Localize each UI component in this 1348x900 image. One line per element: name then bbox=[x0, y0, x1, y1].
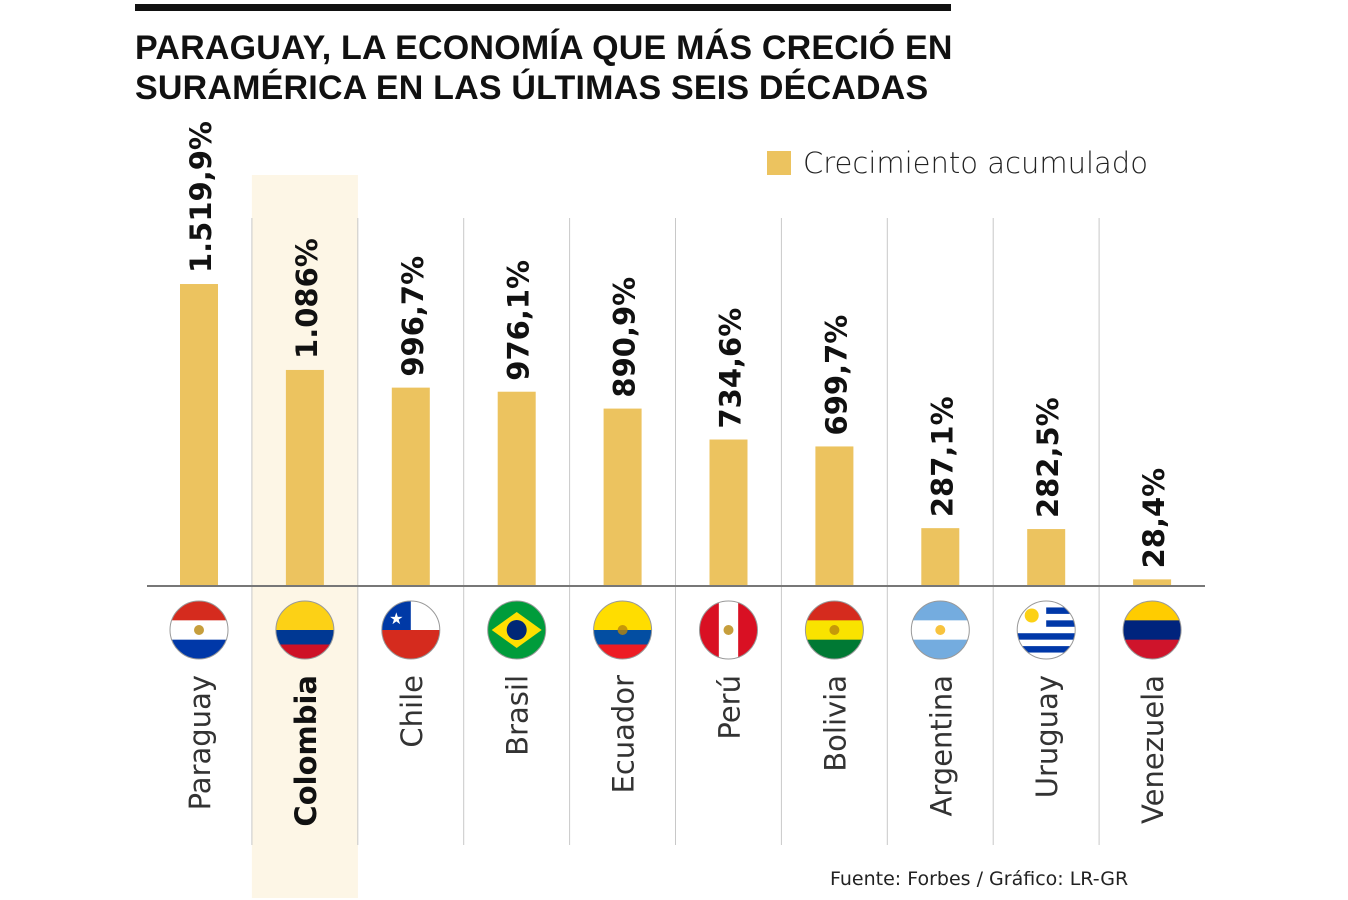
data-label: 282,5% bbox=[1031, 397, 1065, 518]
brazil-flag-icon bbox=[487, 601, 546, 659]
flag-stripe bbox=[805, 601, 864, 621]
flag-outline bbox=[1016, 600, 1076, 660]
flag-outline bbox=[804, 600, 864, 660]
bar-paraguay bbox=[180, 284, 218, 585]
bar-brasil bbox=[497, 391, 536, 585]
flag-stripe bbox=[1123, 601, 1182, 621]
flag-stripe bbox=[1017, 626, 1076, 634]
flag-stripe bbox=[381, 630, 440, 659]
flag-stripe bbox=[593, 615, 652, 631]
flag-stripe bbox=[593, 630, 652, 645]
flag-stripe bbox=[911, 639, 970, 659]
data-label: 287,1% bbox=[925, 396, 959, 517]
flag-star: ★ bbox=[389, 609, 403, 628]
data-label: 890,9% bbox=[608, 277, 642, 398]
flag-emblem bbox=[194, 625, 204, 635]
flag-sun bbox=[1024, 608, 1039, 623]
flag-outline bbox=[381, 600, 441, 660]
data-label: 976,1% bbox=[502, 260, 536, 381]
data-label: 996,7% bbox=[396, 256, 430, 377]
country-label: Paraguay bbox=[183, 675, 217, 810]
flag-outline bbox=[487, 600, 547, 660]
flag-stripe bbox=[1123, 639, 1182, 659]
flag-stripe bbox=[805, 639, 864, 659]
bar-bolivia bbox=[815, 446, 854, 585]
paraguay-flag-icon bbox=[170, 601, 228, 659]
country-label: Perú bbox=[713, 675, 747, 740]
country-label: Bolivia bbox=[818, 675, 852, 772]
source-note: Fuente: Forbes / Gráfico: LR-GR bbox=[830, 868, 1129, 890]
uruguay-flag-icon bbox=[1017, 601, 1076, 659]
flag-stripe bbox=[593, 644, 652, 659]
data-label: 734,6% bbox=[714, 308, 748, 429]
flag-stripe bbox=[275, 630, 334, 645]
country-label: Ecuador bbox=[607, 675, 641, 794]
flag-outline bbox=[699, 600, 758, 660]
country-label: Uruguay bbox=[1030, 675, 1064, 798]
country-label: Argentina bbox=[924, 675, 958, 816]
title-line-1: PARAGUAY, LA ECONOMÍA QUE MÁS CRECIÓ EN bbox=[135, 29, 953, 67]
flag-stripe bbox=[170, 639, 228, 659]
legend-swatch bbox=[767, 151, 791, 175]
bar-argentina bbox=[921, 528, 960, 585]
flag-stripe bbox=[1017, 639, 1076, 647]
data-label: 1.519,9% bbox=[184, 121, 218, 273]
data-label: 1.086% bbox=[290, 238, 324, 359]
country-label: Chile bbox=[395, 675, 429, 748]
flag-emblem bbox=[829, 625, 840, 635]
bar-ecuador bbox=[603, 408, 642, 585]
bar-uruguay bbox=[1027, 529, 1066, 585]
title-line-2: SURAMÉRICA EN LAS ÚLTIMAS SEIS DÉCADAS bbox=[135, 69, 929, 107]
peru-flag-icon bbox=[699, 601, 758, 659]
flag-outline bbox=[1122, 600, 1182, 660]
flag-stripe bbox=[275, 615, 334, 631]
data-label: 699,7% bbox=[819, 315, 853, 436]
flag-stripe bbox=[699, 601, 720, 659]
flag-stripe bbox=[593, 601, 652, 616]
data-label: 28,4% bbox=[1137, 468, 1171, 569]
top-rule bbox=[135, 4, 951, 11]
flag-stripe bbox=[1123, 620, 1182, 641]
country-label: Brasil bbox=[501, 675, 535, 756]
flag-stripe bbox=[170, 601, 228, 621]
flag-globe bbox=[506, 620, 527, 640]
flag-emblem bbox=[617, 625, 628, 635]
bar-venezuela bbox=[1133, 579, 1172, 585]
flag-emblem bbox=[723, 625, 734, 635]
flag-outline bbox=[593, 600, 653, 660]
flag-stripe bbox=[1017, 652, 1076, 659]
bar-colombia bbox=[285, 369, 324, 585]
flag-stripe bbox=[911, 601, 970, 621]
flag-outline bbox=[910, 600, 970, 660]
country-label: Colombia bbox=[289, 675, 323, 827]
venezuela-flag-icon bbox=[1123, 601, 1182, 659]
flag-stripe bbox=[738, 601, 758, 659]
flag-stripe bbox=[1017, 646, 1076, 654]
legend: Crecimiento acumulado bbox=[767, 146, 1148, 180]
argentina-flag-icon bbox=[911, 601, 970, 659]
bar-perú bbox=[709, 439, 748, 585]
flag-outline bbox=[275, 600, 335, 660]
bolivia-flag-icon bbox=[805, 601, 864, 659]
bar-chile bbox=[391, 387, 430, 585]
flag-emblem bbox=[935, 625, 946, 635]
flag-outline bbox=[169, 600, 229, 660]
chart-title: PARAGUAY, LA ECONOMÍA QUE MÁS CRECIÓ EN … bbox=[135, 28, 953, 108]
flag-stripe bbox=[1017, 633, 1076, 641]
country-label: Venezuela bbox=[1136, 675, 1170, 824]
legend-label: Crecimiento acumulado bbox=[803, 146, 1148, 180]
